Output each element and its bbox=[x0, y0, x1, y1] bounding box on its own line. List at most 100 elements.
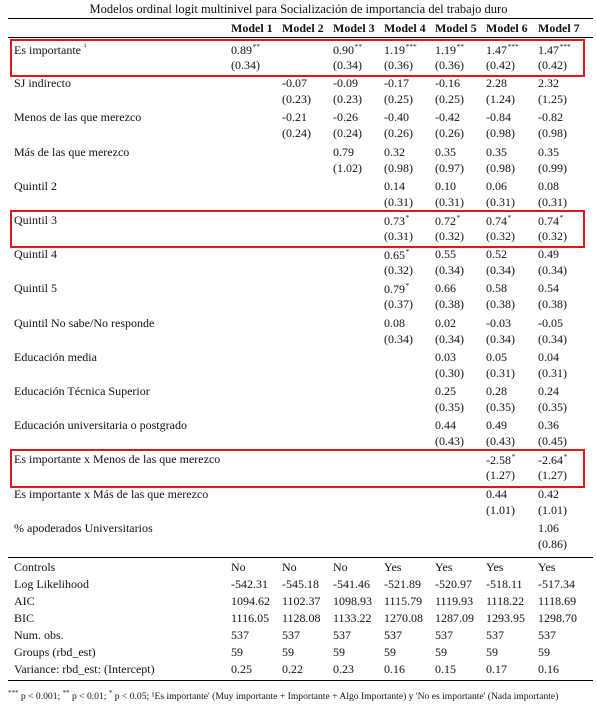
stat-value: 537 bbox=[384, 628, 402, 642]
std-error-cell: (0.34) bbox=[384, 331, 413, 346]
row-label-text: Quintil 2 bbox=[14, 178, 58, 193]
std-error-cell: (0.38) bbox=[538, 297, 567, 312]
stat-value: -545.18 bbox=[282, 577, 319, 591]
stat-label: Log Likelihood bbox=[14, 577, 89, 591]
std-error-cell: (0.35) bbox=[435, 400, 464, 414]
coefficient-cell: 1.06 bbox=[538, 521, 559, 536]
std-error-cell: (0.42) bbox=[538, 58, 567, 72]
coefficient-value: 0.24 bbox=[538, 384, 559, 398]
stat-value: 59 bbox=[384, 645, 396, 659]
note-pvalue: p < 0.001; bbox=[18, 691, 63, 702]
coefficient-value: -0.16 bbox=[435, 76, 460, 91]
coefficient-cell: 0.72* bbox=[435, 213, 460, 229]
coefficient-value: 0.35 bbox=[486, 144, 507, 159]
stat-value: 1287.09 bbox=[435, 611, 474, 625]
stat-value: -541.46 bbox=[333, 577, 370, 591]
coefficient-cell: -0.42 bbox=[435, 110, 460, 125]
note-pvalue: p < 0.01; bbox=[69, 691, 109, 702]
std-error-cell: (0.25) bbox=[435, 92, 464, 107]
coefficient-cell: 0.08 bbox=[384, 316, 405, 331]
significance-stars: * bbox=[507, 213, 512, 222]
coefficient-value: 0.90 bbox=[333, 43, 354, 57]
row-label: Educación media bbox=[14, 350, 97, 365]
coefficient-cell: 0.90** bbox=[333, 42, 362, 58]
std-error-cell: (0.31) bbox=[486, 194, 515, 209]
coefficient-cell: 0.79 bbox=[333, 145, 354, 160]
coefficient-cell: -0.21 bbox=[282, 110, 307, 125]
std-error-cell: (0.31) bbox=[538, 365, 567, 380]
std-error-cell: (0.25) bbox=[384, 92, 413, 107]
coefficient-value: 0.10 bbox=[435, 178, 456, 193]
coefficient-cell: 0.08 bbox=[538, 179, 559, 194]
coefficient-value: 0.14 bbox=[384, 178, 405, 193]
row-label-text: Educación universitaria o postgrado bbox=[14, 418, 187, 433]
coefficient-cell: 0.36 bbox=[538, 418, 559, 433]
significance-stars: ** bbox=[456, 42, 465, 51]
row-label: Es importante x Menos de las que merezco bbox=[14, 452, 220, 467]
std-error-cell: (0.43) bbox=[486, 434, 515, 449]
std-error-cell: (0.34) bbox=[435, 331, 464, 346]
stat-value: 537 bbox=[486, 628, 504, 642]
stat-value: 537 bbox=[282, 628, 300, 642]
coefficient-cell: -2.58* bbox=[486, 452, 515, 468]
coefficient-cell: -0.07 bbox=[282, 76, 307, 91]
coefficient-cell: 0.28 bbox=[486, 384, 507, 399]
std-error-cell: (0.86) bbox=[538, 536, 567, 551]
std-error-cell: (1.01) bbox=[538, 502, 567, 517]
stat-value: 1133.22 bbox=[333, 611, 372, 625]
coefficient-cell: 0.74* bbox=[486, 213, 511, 229]
coefficient-cell: 0.55 bbox=[435, 247, 456, 262]
coefficient-value: -0.05 bbox=[538, 315, 563, 330]
column-header: Model 7 bbox=[538, 21, 580, 35]
stat-value: 537 bbox=[435, 628, 453, 642]
note-stars: * bbox=[108, 689, 113, 697]
stat-value: Yes bbox=[486, 560, 504, 574]
stat-value: -518.11 bbox=[486, 577, 523, 591]
coefficient-value: 0.49 bbox=[486, 418, 507, 433]
std-error-cell: (0.98) bbox=[538, 126, 567, 141]
coefficient-cell: 2.32 bbox=[538, 76, 559, 91]
coefficient-cell: 0.44 bbox=[435, 418, 456, 433]
stat-value: -542.31 bbox=[231, 577, 268, 591]
std-error-cell: (0.23) bbox=[282, 92, 311, 107]
row-label: Quintil No sabe/No responde bbox=[14, 316, 154, 331]
note-pvalue: p < 0.05; bbox=[112, 691, 152, 702]
coefficient-cell: 2.28 bbox=[486, 76, 507, 91]
coefficient-value: 0.52 bbox=[486, 247, 507, 262]
std-error-cell: (0.34) bbox=[333, 58, 362, 72]
stat-value: 537 bbox=[333, 628, 351, 642]
coefficient-cell: 0.35 bbox=[538, 145, 559, 160]
coefficient-value: 1.47 bbox=[538, 43, 559, 57]
coefficient-cell: -0.05 bbox=[538, 316, 563, 331]
coefficient-value: 1.06 bbox=[538, 520, 559, 535]
std-error-cell: (0.36) bbox=[384, 58, 413, 72]
stat-value: 59 bbox=[333, 645, 345, 659]
coefficient-value: -0.84 bbox=[486, 110, 511, 125]
coefficient-value: 0.89 bbox=[231, 43, 252, 57]
std-error-cell: (0.31) bbox=[384, 229, 413, 243]
std-error-cell: (1.01) bbox=[486, 502, 515, 517]
coefficient-value: 2.32 bbox=[538, 76, 559, 91]
std-error-cell: (0.32) bbox=[384, 263, 413, 278]
coefficient-value: -2.58 bbox=[486, 453, 511, 468]
note-definition: ¹Es importante' (Muy importante + Import… bbox=[151, 691, 559, 702]
column-header: Model 1 bbox=[231, 21, 273, 35]
coefficient-value: 0.73 bbox=[384, 214, 405, 228]
coefficient-value: -0.03 bbox=[486, 315, 511, 330]
stat-value: No bbox=[282, 560, 297, 574]
significance-stars: * bbox=[405, 247, 410, 257]
row-label-text: Menos de las que merezco bbox=[14, 110, 142, 125]
std-error-cell: (0.30) bbox=[435, 365, 464, 380]
row-label-text: Quintil 5 bbox=[14, 281, 58, 296]
stat-value: No bbox=[231, 560, 246, 574]
significance-stars: *** bbox=[559, 42, 571, 51]
coefficient-cell: 0.25 bbox=[435, 384, 456, 399]
std-error-cell: (0.99) bbox=[538, 160, 567, 175]
std-error-cell: (0.34) bbox=[486, 263, 515, 278]
std-error-cell: (0.43) bbox=[435, 434, 464, 449]
coefficient-value: -0.40 bbox=[384, 110, 409, 125]
stat-value: -521.89 bbox=[384, 577, 421, 591]
std-error-cell: (0.38) bbox=[435, 297, 464, 312]
note-stars: ** bbox=[62, 689, 70, 697]
row-label: Menos de las que merezco bbox=[14, 110, 141, 125]
